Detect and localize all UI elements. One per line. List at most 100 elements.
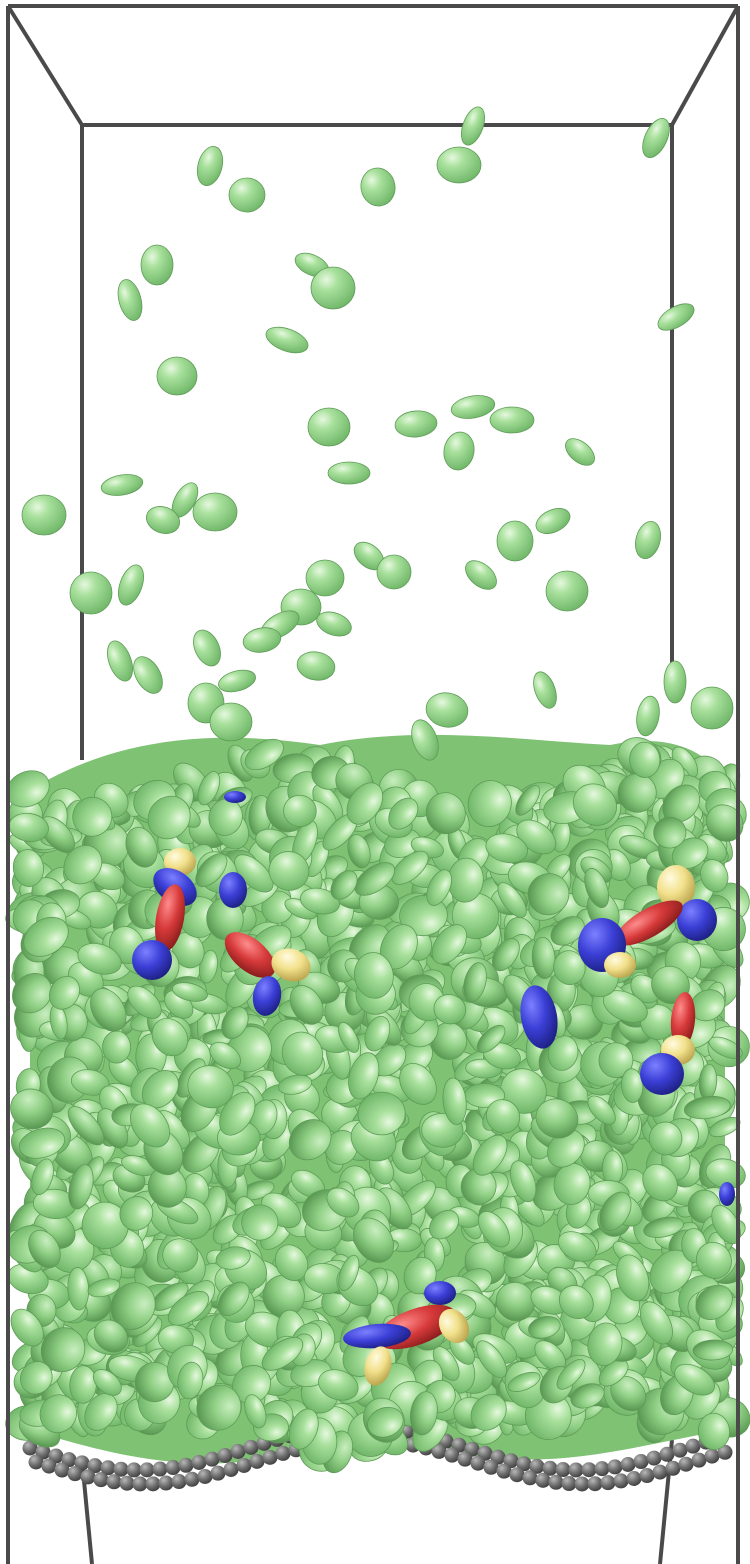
green-particle xyxy=(635,520,661,560)
substrate-bead xyxy=(555,1462,571,1478)
green-particle xyxy=(167,1290,210,1326)
green-particle xyxy=(507,1371,541,1392)
substrate-bead xyxy=(178,1457,194,1473)
green-particle xyxy=(241,1204,279,1241)
cluster-blue-lobe xyxy=(424,1281,456,1305)
substrate-bead xyxy=(522,1470,538,1486)
green-particle xyxy=(443,431,475,471)
green-particle xyxy=(558,1231,597,1262)
green-particle xyxy=(318,1369,359,1401)
green-particle xyxy=(219,1091,256,1136)
box-frame-front xyxy=(6,4,740,1564)
substrate-bead xyxy=(67,1466,83,1482)
green-particle xyxy=(465,560,497,590)
green-particle xyxy=(496,520,534,562)
green-particle xyxy=(274,1244,309,1281)
green-particle xyxy=(12,973,53,1014)
green-particle xyxy=(21,494,67,536)
green-particle xyxy=(674,1363,715,1396)
substrate-bead xyxy=(152,1461,168,1477)
green-particle xyxy=(221,1006,249,1040)
green-particle xyxy=(134,1361,175,1403)
substrate-bead xyxy=(100,1460,116,1476)
green-particle xyxy=(277,1074,313,1095)
substrate-bead xyxy=(633,1454,649,1470)
green-particle xyxy=(642,118,670,158)
substrate-bead xyxy=(639,1468,655,1484)
substrate-bead xyxy=(145,1476,161,1492)
green-particle xyxy=(67,1106,105,1146)
green-particle xyxy=(125,826,158,868)
green-particle xyxy=(653,816,687,849)
substrate-bead xyxy=(197,1468,213,1484)
substrate-bead xyxy=(41,1458,57,1474)
substrate-bead xyxy=(139,1462,155,1478)
green-particle xyxy=(411,719,439,761)
substrate-bead xyxy=(158,1475,174,1491)
green-particle xyxy=(527,873,570,916)
green-particle xyxy=(289,985,324,1025)
substrate-bead xyxy=(217,1447,233,1463)
substrate-bead xyxy=(691,1452,707,1468)
green-particle xyxy=(391,850,429,885)
green-particle xyxy=(476,1024,506,1054)
substrate-bead xyxy=(548,1474,564,1490)
cluster-red-lobe xyxy=(224,932,276,978)
green-particle xyxy=(187,1065,234,1109)
green-particle xyxy=(601,1150,624,1186)
substrate-bead xyxy=(28,1454,44,1470)
substrate-bead xyxy=(594,1461,610,1477)
green-particle xyxy=(100,474,144,496)
substrate-bead xyxy=(113,1461,129,1477)
green-particle xyxy=(509,1160,537,1203)
green-particle xyxy=(197,771,221,806)
substrate-bead xyxy=(444,1447,460,1463)
substrate-bead xyxy=(672,1442,688,1458)
green-particle xyxy=(307,407,351,447)
green-particle xyxy=(642,1163,678,1202)
green-particle xyxy=(550,916,585,946)
substrate-bead xyxy=(704,1448,720,1464)
green-particle xyxy=(129,1103,170,1148)
green-particle xyxy=(690,686,734,730)
green-particle xyxy=(28,1229,61,1269)
green-particle xyxy=(117,279,143,321)
green-particle xyxy=(450,395,496,419)
green-particle xyxy=(228,177,266,213)
green-particle xyxy=(485,833,529,864)
green-particle xyxy=(305,559,345,597)
green-particle xyxy=(261,1336,304,1371)
green-particle xyxy=(10,1088,54,1130)
substrate-bead xyxy=(165,1460,181,1476)
substrate-bead xyxy=(626,1471,642,1487)
cluster-layer xyxy=(132,791,735,1386)
green-particle xyxy=(107,640,133,682)
substrate-bead xyxy=(561,1476,577,1492)
green-particle xyxy=(648,1121,683,1156)
green-particle xyxy=(146,506,180,534)
substrate-bead xyxy=(535,1472,551,1488)
green-particle xyxy=(433,994,467,1025)
green-particle xyxy=(39,1394,78,1434)
green-particle xyxy=(354,862,395,896)
green-particle xyxy=(195,853,228,888)
substrate-bead xyxy=(431,1443,447,1459)
green-particle xyxy=(533,671,557,709)
green-particle xyxy=(10,1308,44,1347)
green-particle xyxy=(621,1068,644,1103)
green-particle xyxy=(244,1394,267,1429)
green-particle xyxy=(72,796,113,837)
green-particle xyxy=(467,780,512,828)
cluster-red-lobe xyxy=(670,992,696,1048)
substrate-bead xyxy=(184,1471,200,1487)
green-particle xyxy=(436,146,482,184)
substrate-bead xyxy=(171,1474,187,1490)
green-particle xyxy=(663,660,687,704)
cluster-yellow-lobe xyxy=(438,1308,470,1344)
green-particle xyxy=(354,952,394,999)
green-particle xyxy=(531,936,556,980)
green-particle xyxy=(570,1383,605,1409)
substrate-bead xyxy=(87,1458,103,1474)
substrate-bead xyxy=(457,1451,473,1467)
cluster-blue-lobe xyxy=(520,985,558,1049)
